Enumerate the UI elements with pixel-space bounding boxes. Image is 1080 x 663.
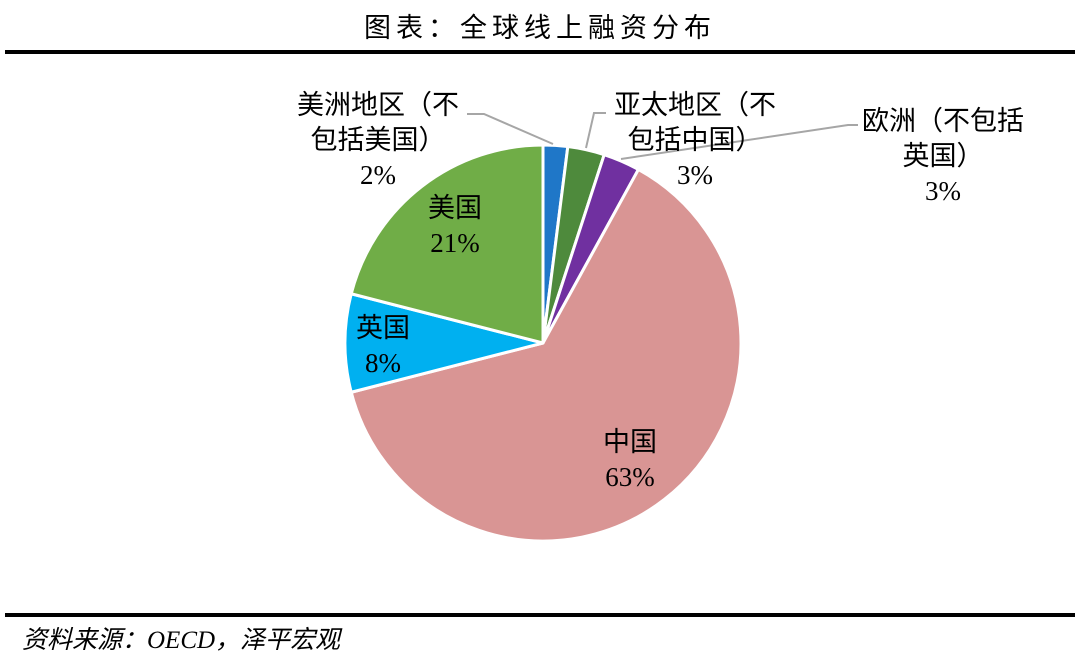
- leader-line-1: [585, 112, 606, 149]
- slice-label-line: 包括中国）: [628, 125, 763, 155]
- data-label-0: 2%: [360, 160, 396, 190]
- slice-label-1: 亚太地区（不包括中国）: [614, 90, 776, 155]
- slice-labels: 美洲地区（不包括美国） 2% 亚太地区（不包括中国） 3% 欧洲（不包括英国） 3% 中国 6…: [297, 90, 1024, 492]
- data-label-5: 21%: [430, 228, 480, 258]
- slice-label-2: 欧洲（不包括英国）: [862, 106, 1024, 171]
- slice-label-4: 英国: [356, 313, 410, 343]
- pie-slices: [343, 143, 743, 543]
- slice-label-line: 英国）: [903, 141, 984, 171]
- data-label-2: 3%: [925, 176, 961, 206]
- leader-line-0: [467, 113, 554, 145]
- bottom-rule: [5, 613, 1075, 617]
- slice-label-line: 美洲地区（不: [297, 90, 459, 120]
- top-rule: [5, 50, 1075, 54]
- slice-label-3: 中国: [603, 427, 657, 457]
- chart-title: 图表：全球线上融资分布: [364, 13, 716, 43]
- pie-slice-4: [343, 292, 545, 394]
- slice-label-5: 美国: [428, 193, 482, 223]
- leader-lines: [467, 112, 858, 160]
- source-note: 资料来源：OECD，泽平宏观: [22, 627, 341, 654]
- data-label-1: 3%: [677, 160, 713, 190]
- slice-label-line: 包括美国）: [311, 125, 446, 155]
- leader-line-2: [620, 124, 858, 160]
- data-label-3: 63%: [605, 462, 655, 492]
- slice-label-line: 亚太地区（不: [614, 90, 776, 120]
- slice-label-0: 美洲地区（不包括美国）: [297, 90, 459, 155]
- data-label-4: 8%: [365, 348, 401, 378]
- pie-slice-5: [349, 143, 545, 345]
- slice-label-line: 欧洲（不包括: [862, 106, 1024, 136]
- pie-slice-3: [349, 167, 743, 543]
